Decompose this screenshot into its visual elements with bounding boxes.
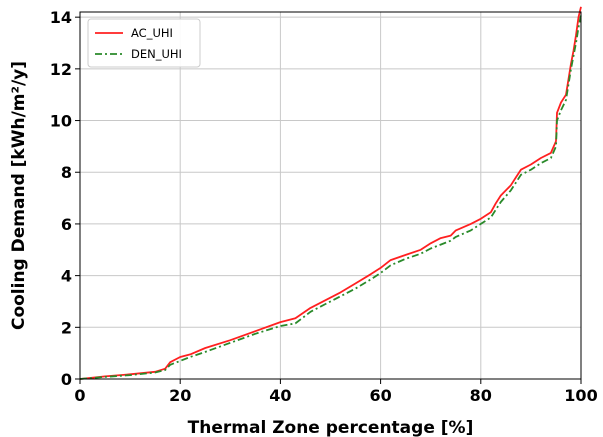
y-tick-label: 10	[50, 112, 72, 131]
legend-label: AC_UHI	[131, 26, 173, 40]
series-lines	[79, 6, 582, 380]
grid	[79, 12, 582, 380]
x-tick-label: 40	[269, 386, 291, 405]
y-tick-label: 2	[61, 318, 72, 337]
legend-box	[87, 18, 201, 68]
plot-frame	[79, 11, 582, 380]
axis-ticks: 0 20 40 60 80 100 0 2 4 6 8 10 12 14	[50, 8, 598, 405]
y-tick-label: 8	[61, 163, 72, 182]
y-tick-label: 6	[61, 215, 72, 234]
legend: AC_UHI DEN_UHI	[87, 18, 201, 68]
y-tick-label: 0	[61, 370, 72, 389]
y-tick-label: 12	[50, 60, 72, 79]
x-axis-title: Thermal Zone percentage [%]	[188, 418, 474, 437]
x-tick-label: 60	[369, 386, 391, 405]
x-tick-label: 20	[169, 386, 191, 405]
series-line-ac-uhi	[79, 6, 582, 380]
x-tick-label: 100	[564, 386, 597, 405]
legend-label: DEN_UHI	[131, 47, 182, 61]
series-line-den-uhi	[79, 14, 582, 380]
x-tick-label: 0	[74, 386, 85, 405]
y-tick-label: 14	[50, 8, 72, 27]
y-axis-title: Cooling Demand [kWh/m²/y]	[9, 61, 29, 330]
y-tick-label: 4	[61, 267, 72, 286]
x-tick-label: 80	[470, 386, 492, 405]
